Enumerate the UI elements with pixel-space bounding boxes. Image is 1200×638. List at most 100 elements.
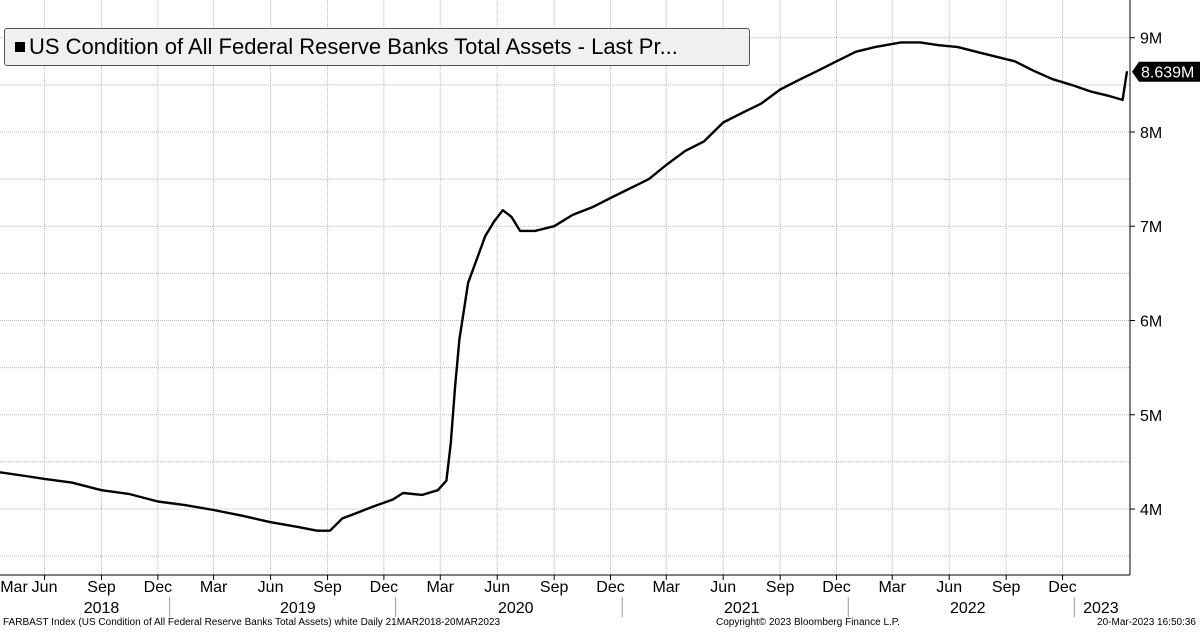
- data-point: [519, 230, 522, 232]
- data-point: [449, 442, 452, 444]
- data-point: [467, 281, 469, 284]
- data-point: [591, 206, 593, 209]
- grid: [0, 0, 1130, 575]
- data-point: [240, 514, 243, 517]
- data-point: [647, 178, 650, 180]
- footer-copyright: Copyright© 2023 Bloomberg Finance L.P.: [716, 617, 900, 628]
- x-tick-label: Jun: [258, 579, 284, 596]
- axes: [0, 0, 1135, 617]
- data-point: [919, 41, 921, 44]
- data-point: [445, 479, 448, 482]
- data-point: [873, 46, 876, 49]
- data-point: [956, 46, 959, 49]
- x-tick-label: Jun: [710, 579, 736, 596]
- data-point: [534, 230, 536, 232]
- data-point: [100, 489, 103, 492]
- data-point: [684, 149, 687, 152]
- data-point: [462, 310, 465, 312]
- data-point: [454, 385, 456, 388]
- x-tick-label: Jun: [484, 579, 510, 596]
- x-year-label: 2020: [498, 600, 534, 617]
- data-point: [1108, 95, 1111, 98]
- data-point: [43, 477, 46, 480]
- data-point: [510, 215, 513, 218]
- y-tick-label: 9M: [1140, 31, 1162, 48]
- data-point: [458, 338, 461, 341]
- data-point: [1121, 99, 1124, 101]
- last-value-tag: [1132, 61, 1200, 82]
- data-point: [797, 79, 800, 82]
- data-point: [402, 492, 404, 494]
- data-point: [501, 209, 504, 212]
- series-line: [0, 41, 1129, 532]
- x-tick-label: Dec: [144, 579, 172, 596]
- data-point: [269, 521, 272, 524]
- data-point: [817, 69, 819, 72]
- data-point: [628, 187, 631, 190]
- y-tick-label: 7M: [1140, 219, 1162, 236]
- data-point: [937, 44, 940, 47]
- chart-title: US Condition of All Federal Reserve Bank…: [29, 34, 678, 59]
- data-point: [609, 197, 612, 199]
- x-year-label: 2019: [280, 600, 316, 617]
- data-point: [1051, 78, 1054, 81]
- x-year-label: 2022: [950, 600, 986, 617]
- y-tick-label: 8M: [1140, 125, 1162, 142]
- data-point: [1013, 60, 1016, 63]
- x-tick-label: Dec: [822, 579, 850, 596]
- x-tick-label: Dec: [370, 579, 398, 596]
- data-point: [1032, 69, 1035, 72]
- data-point: [1089, 90, 1092, 93]
- data-point: [296, 526, 299, 528]
- x-year-label: 2021: [724, 600, 760, 617]
- data-point: [353, 512, 356, 515]
- x-year-label: 2023: [1083, 600, 1119, 617]
- data-point: [740, 112, 743, 115]
- data-point: [854, 50, 857, 53]
- x-tick-label: Sep: [992, 579, 1021, 596]
- data-point: [436, 489, 439, 492]
- x-tick-label: Dec: [596, 579, 624, 596]
- data-point: [571, 214, 574, 216]
- x-tick-label: Jun: [936, 579, 962, 596]
- data-point: [703, 140, 705, 143]
- data-point: [373, 505, 375, 508]
- data-point: [665, 164, 668, 166]
- data-point: [421, 493, 424, 496]
- footer-timestamp: 20-Mar-2023 16:50:36: [1097, 617, 1196, 628]
- series-layer: [0, 41, 1129, 532]
- data-point: [1126, 70, 1128, 73]
- y-tick-label: 6M: [1140, 313, 1162, 330]
- x-tick-label: Sep: [87, 579, 116, 596]
- data-point: [156, 500, 159, 503]
- data-point: [994, 55, 997, 58]
- x-tick-label: Sep: [766, 579, 795, 596]
- data-point: [835, 60, 838, 63]
- x-tick-label: Sep: [313, 579, 342, 596]
- data-point: [760, 102, 762, 105]
- x-tick-label: Mar: [0, 579, 28, 596]
- data-point: [722, 121, 725, 124]
- data-point: [1070, 83, 1073, 86]
- data-point: [553, 225, 556, 228]
- legend: US Condition of All Federal Reserve Bank…: [4, 28, 750, 66]
- data-point: [212, 509, 215, 511]
- x-year-label: 2018: [84, 600, 120, 617]
- x-tick-label: Mar: [200, 579, 228, 596]
- x-tick-label: Dec: [1048, 579, 1076, 596]
- x-tick-label: Mar: [426, 579, 454, 596]
- data-point: [70, 481, 73, 484]
- x-tick-label: Jun: [32, 579, 58, 596]
- data-point: [316, 529, 318, 532]
- legend-swatch: [15, 42, 25, 52]
- data-point: [975, 50, 978, 53]
- y-tick-label: 4M: [1140, 502, 1162, 519]
- data-point: [779, 88, 782, 91]
- footer-source: FARBAST Index (US Condition of All Feder…: [3, 617, 501, 628]
- data-point: [184, 504, 187, 507]
- data-point: [484, 234, 487, 237]
- data-point: [127, 493, 130, 495]
- x-tick-label: Mar: [878, 579, 906, 596]
